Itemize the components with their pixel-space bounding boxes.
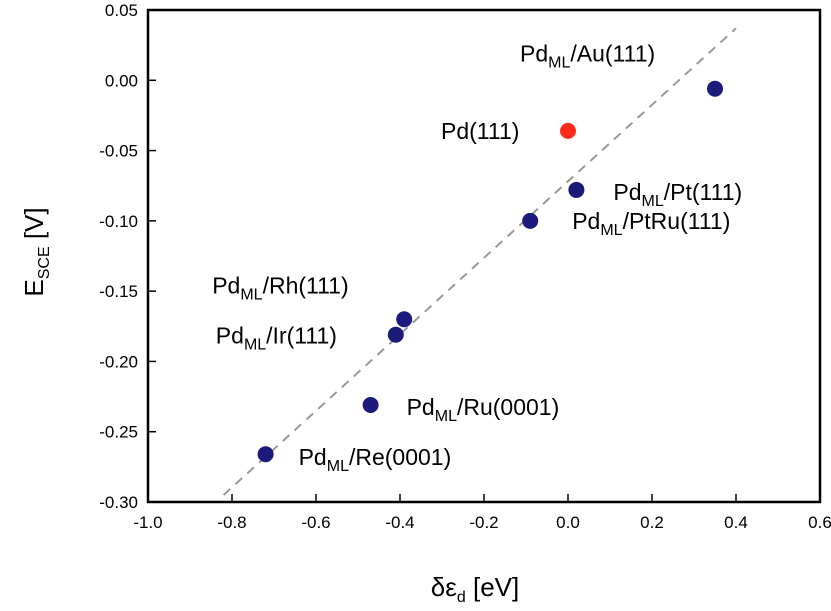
x-tick-label: -0.4	[385, 513, 414, 532]
x-tick-label: -0.6	[301, 513, 330, 532]
y-axis-title: ESCE [V]	[19, 207, 53, 296]
data-point	[362, 397, 379, 414]
x-tick-label: 0.4	[724, 513, 748, 532]
fit-line	[222, 27, 737, 496]
point-label: PdML/Re(0001)	[299, 444, 452, 475]
x-tick-label: 0.6	[808, 513, 831, 532]
y-tick-label: -0.20	[99, 352, 138, 371]
point-labels: PdML/Au(111) Pd(111) PdML/Pt(111)PdML/PtRu…	[212, 41, 742, 475]
y-tick-label: -0.25	[99, 423, 138, 442]
plot-frame	[146, 8, 822, 504]
x-tick-label: 0.0	[556, 513, 580, 532]
point-label: PdML/Pt(111)	[613, 179, 742, 210]
y-axis-ticks: 0.05 0.00 -0.05 -0.10 -0.15 -0.20 -0.25 -0.30	[99, 1, 156, 512]
data-point	[707, 80, 723, 97]
data-point	[568, 181, 585, 198]
point-label: PdML/PtRu(111)	[572, 208, 730, 239]
y-tick-label: -0.10	[99, 212, 138, 231]
x-axis-title: δεd [eV]	[431, 572, 519, 606]
y-tick-label: 0.05	[105, 1, 138, 20]
y-tick-label: -0.30	[99, 493, 138, 512]
point-label: PdML/Au(111)	[520, 41, 655, 72]
point-label: Pd(111)	[441, 118, 519, 144]
y-tick-label: -0.15	[99, 282, 138, 301]
highlight-point	[560, 122, 576, 139]
x-tick-label: -0.2	[469, 513, 498, 532]
x-tick-label: -1.0	[133, 513, 162, 532]
data-point	[396, 311, 413, 328]
data-point	[387, 326, 404, 343]
data-point	[257, 446, 274, 463]
y-tick-label: -0.05	[99, 142, 138, 161]
y-tick-label: 0.00	[105, 71, 138, 90]
x-axis-ticks: -1.0 -0.8 -0.6 -0.4 -0.2 0.0 0.2 0.4 0.6	[133, 494, 831, 532]
point-label: PdML/Rh(111)	[212, 272, 348, 303]
x-tick-label: -0.8	[217, 513, 246, 532]
point-label: PdML/Ir(111)	[216, 323, 337, 354]
data-points	[257, 80, 723, 463]
x-tick-label: 0.2	[640, 513, 664, 532]
data-point	[522, 212, 539, 229]
point-label: PdML/Ru(0001)	[407, 394, 560, 425]
